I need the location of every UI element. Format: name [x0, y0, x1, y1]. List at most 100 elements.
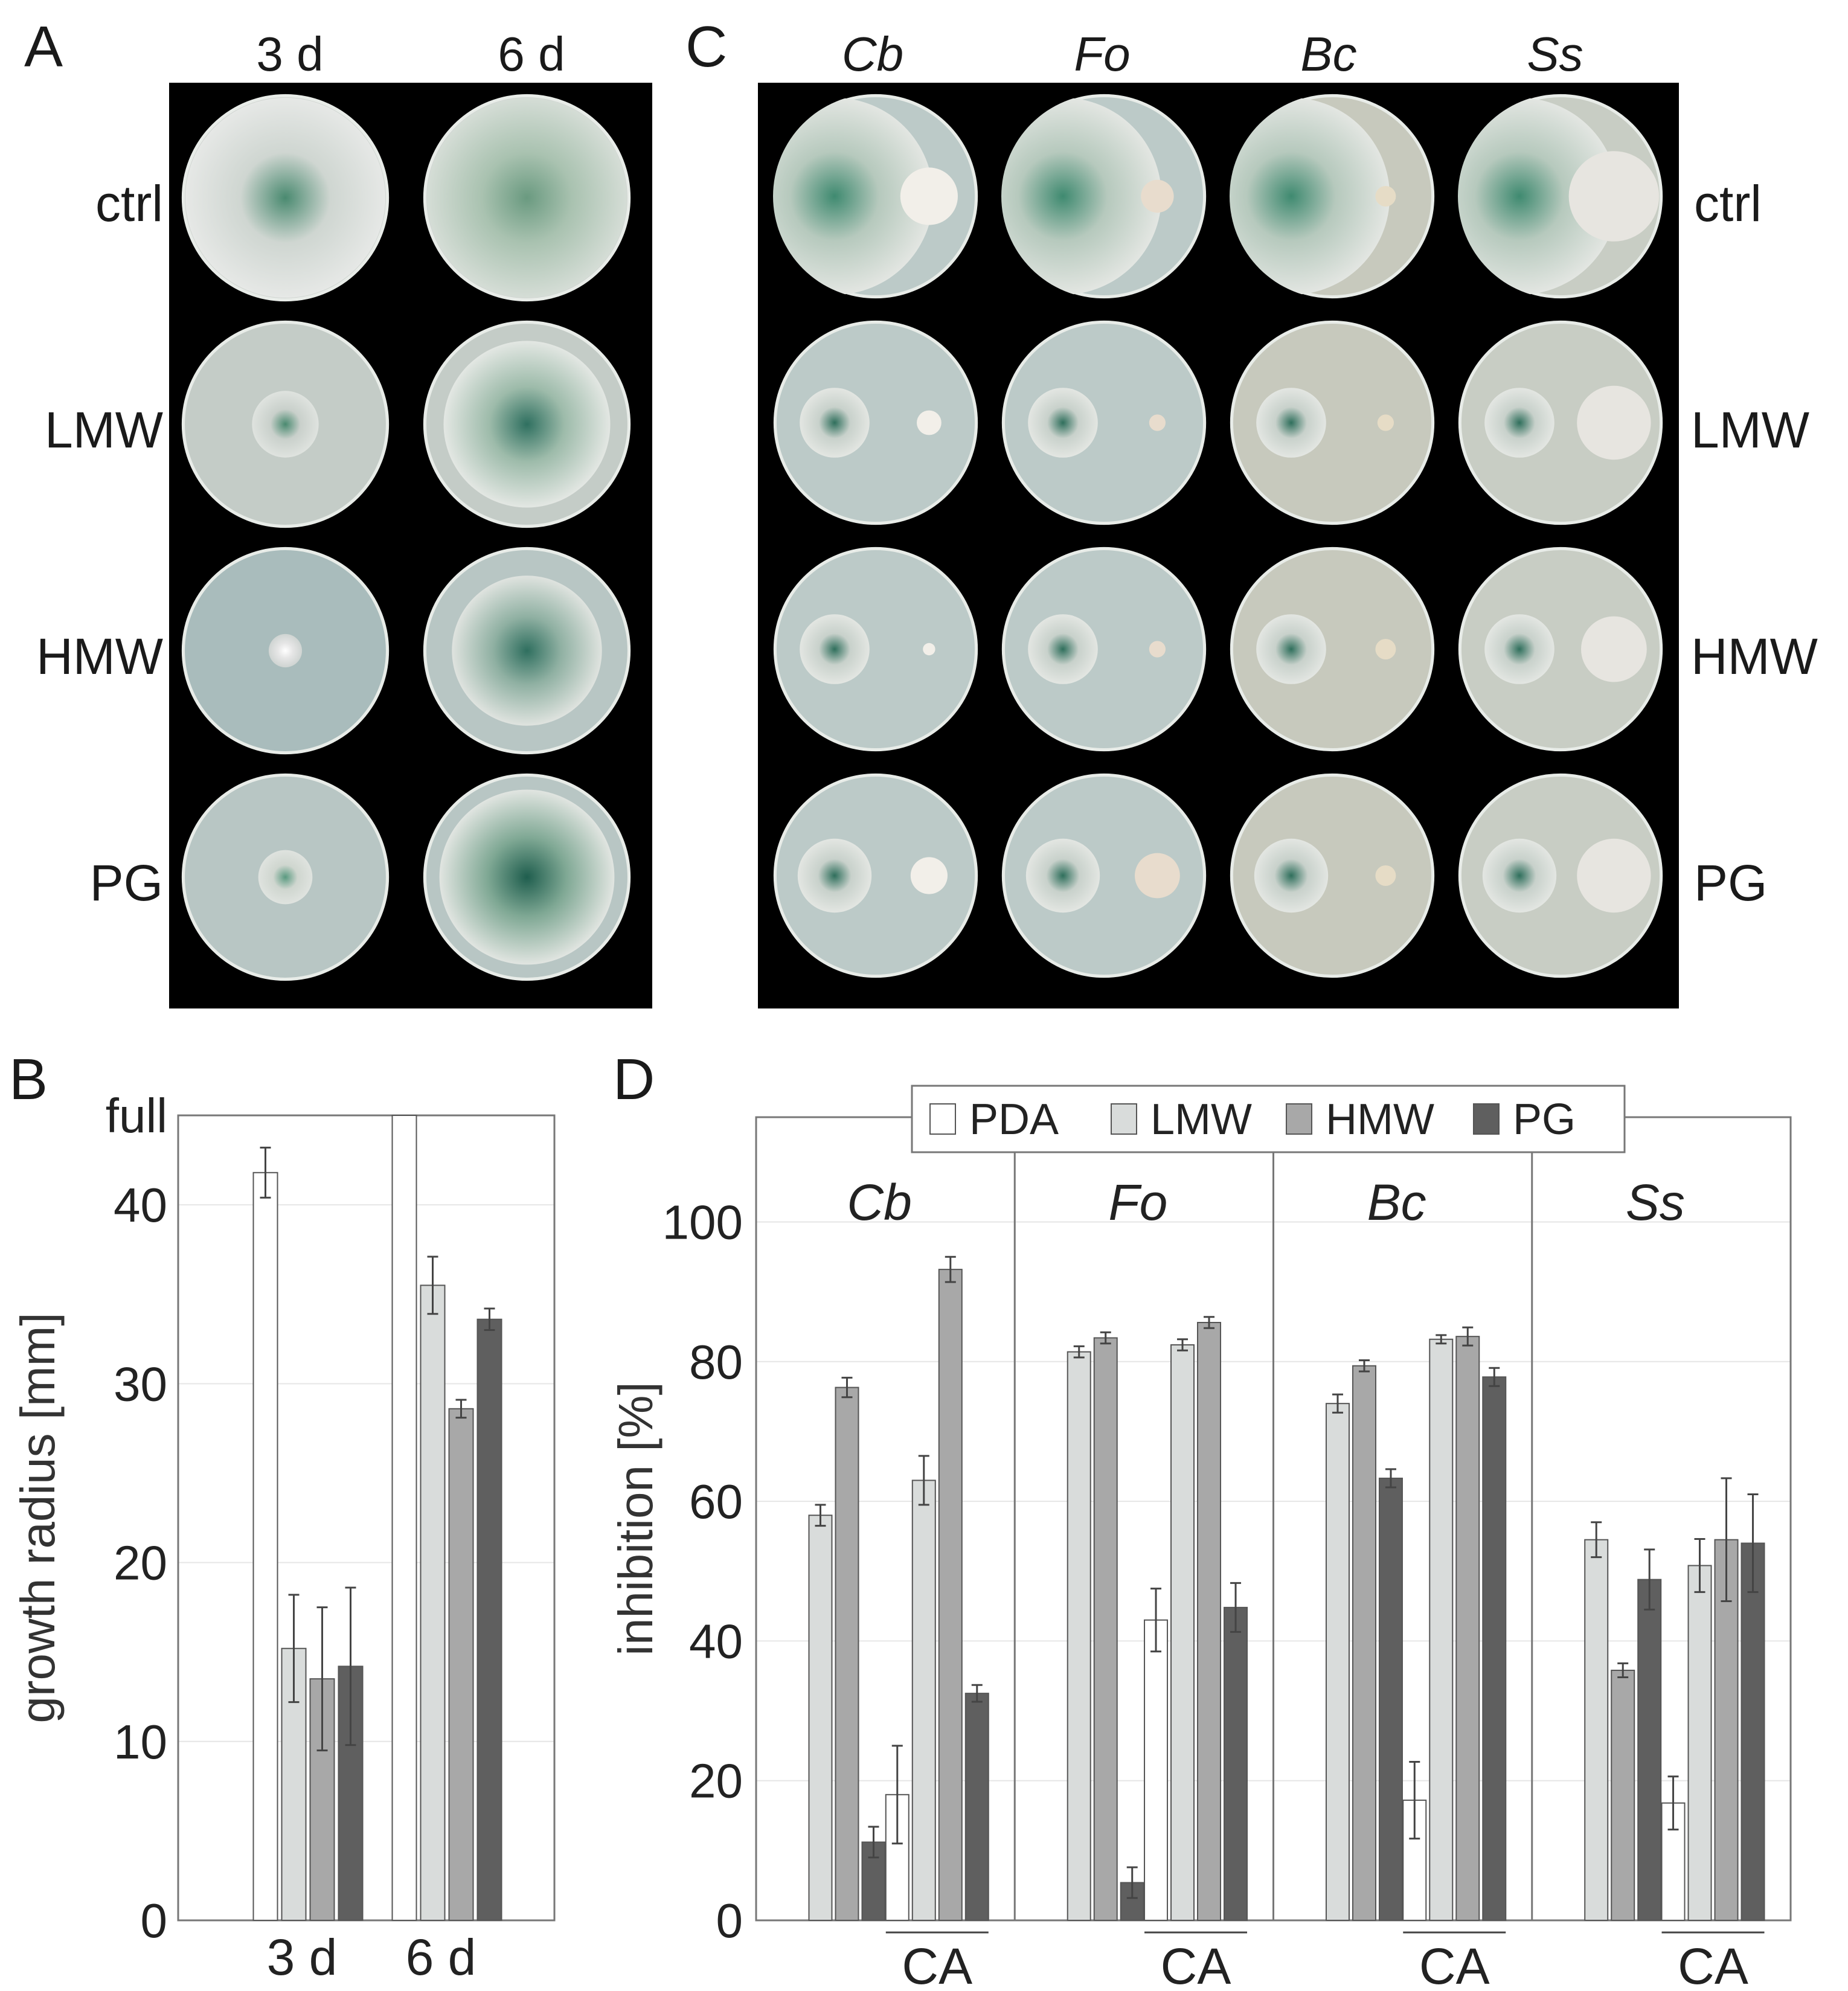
trichoderma-colony — [443, 341, 611, 508]
panel-letter-d: D — [613, 1047, 655, 1112]
plate-c-hmw-fo — [1001, 547, 1207, 752]
petri-dish — [1230, 320, 1435, 525]
ca-label: CA — [1161, 1938, 1231, 1991]
legend-label-PG: PG — [1513, 1095, 1576, 1144]
petri-dish — [1458, 547, 1663, 752]
plate-c-lmw-bc — [1230, 320, 1435, 525]
trichoderma-colony — [1256, 614, 1326, 684]
y-tick-label: 0 — [141, 1894, 168, 1948]
pathogen-colony — [900, 167, 958, 225]
y-tick-label: 60 — [689, 1475, 743, 1528]
bar-6d-HMW — [448, 1408, 474, 1921]
trichoderma-colony — [1025, 838, 1100, 913]
y-tick-label: 40 — [689, 1614, 743, 1668]
trichoderma-colony — [252, 391, 319, 458]
trichoderma-colony — [797, 838, 872, 913]
bar-6d-PDA — [391, 1115, 417, 1921]
ca-label: CA — [902, 1938, 972, 1991]
panel-c-row-lmw: LMW — [1691, 402, 1809, 458]
bar-Ss-CA-PG — [1741, 1542, 1765, 1921]
panel-a-row-lmw: LMW — [45, 402, 163, 458]
plate-c-pg-ss — [1458, 773, 1663, 978]
bar-Ss-HMW — [1611, 1669, 1635, 1921]
bar-Fo-CA-PDA — [1144, 1619, 1169, 1922]
x-group-label: 6 d — [406, 1929, 476, 1986]
trichoderma-colony — [1001, 97, 1162, 295]
bar-Bc-CA-LMW — [1429, 1338, 1454, 1921]
plate-c-pg-fo — [1001, 773, 1207, 978]
ca-label: CA — [1678, 1938, 1748, 1991]
trichoderma-colony — [1028, 388, 1098, 458]
bar-Bc-HMW — [1352, 1365, 1376, 1921]
y-tick-label: 80 — [689, 1335, 743, 1389]
bar-Fo-CA-HMW — [1197, 1322, 1222, 1921]
plate-c-lmw-fo — [1001, 320, 1207, 525]
bar-3d-PDA — [252, 1172, 278, 1921]
legend-swatch-PG — [1473, 1103, 1500, 1135]
plate-c-ctrl-fo — [1001, 94, 1207, 299]
legend-label-HMW: HMW — [1326, 1095, 1434, 1144]
panel-c-row-hmw: HMW — [1691, 628, 1818, 685]
bar-Ss-PG — [1637, 1579, 1662, 1921]
legend-box — [911, 1085, 1626, 1153]
bar-Cb-LMW — [808, 1515, 833, 1921]
bar-6d-PG — [476, 1318, 502, 1921]
panel-a-row-ctrl: ctrl — [95, 175, 163, 232]
panel-a-row-hmw: HMW — [36, 628, 163, 685]
panel-c-col-ss: Ss — [1527, 27, 1583, 81]
plate-a-pg-3d — [181, 773, 390, 981]
bar-Ss-CA-LMW — [1687, 1565, 1712, 1921]
section-label: Bc — [1367, 1174, 1426, 1231]
y-tick-label: 20 — [689, 1754, 743, 1808]
pathogen-colony — [1149, 641, 1166, 658]
panel-a-col-3d: 3 d — [256, 27, 324, 81]
panel-c-col-fo: Fo — [1074, 27, 1131, 81]
bar-Bc-PG — [1378, 1477, 1403, 1921]
plate-a-hmw-6d — [423, 547, 631, 755]
bar-Bc-CA-PG — [1482, 1376, 1507, 1921]
pathogen-colony — [917, 410, 942, 435]
bar-Ss-LMW — [1584, 1539, 1609, 1921]
trichoderma-colony — [1484, 614, 1554, 684]
pathogen-colony — [1135, 853, 1180, 899]
petri-dish — [1001, 547, 1207, 752]
y-tick-label: 40 — [114, 1178, 167, 1232]
panel-c-row-ctrl: ctrl — [1694, 175, 1762, 232]
petri-dish — [1230, 547, 1435, 752]
trichoderma-colony — [1484, 388, 1554, 458]
section-label: Ss — [1626, 1174, 1685, 1231]
trichoderma-colony — [185, 97, 386, 298]
plate-c-hmw-bc — [1230, 547, 1435, 752]
plate-a-ctrl-3d — [181, 94, 390, 302]
ca-label: CA — [1419, 1938, 1490, 1991]
pathogen-colony — [1577, 838, 1651, 913]
petri-dish — [1458, 773, 1663, 978]
pathogen-colony — [923, 643, 935, 656]
trichoderma-colony — [1230, 97, 1390, 295]
pathogen-colony — [910, 857, 948, 894]
trichoderma-colony — [1482, 838, 1557, 913]
panel-letter-b: B — [9, 1047, 48, 1112]
plate-c-hmw-ss — [1458, 547, 1663, 752]
plate-c-ctrl-ss — [1458, 94, 1663, 299]
petri-dish — [773, 547, 978, 752]
plate-a-pg-6d — [423, 773, 631, 981]
section-label: Cb — [847, 1174, 911, 1231]
pathogen-colony — [1377, 414, 1394, 431]
bar-Fo-CA-LMW — [1170, 1344, 1195, 1922]
plate-c-ctrl-cb — [773, 94, 978, 299]
trichoderma-colony — [452, 575, 602, 726]
panel-c-col-cb: Cb — [841, 27, 904, 81]
plate-c-lmw-cb — [773, 320, 978, 525]
petri-dish — [1458, 320, 1663, 525]
panel-c-row-pg: PG — [1694, 854, 1768, 911]
plate-a-hmw-3d — [181, 547, 390, 755]
section-label: Fo — [1108, 1174, 1167, 1231]
petri-dish — [1230, 773, 1435, 978]
trichoderma-colony — [268, 633, 303, 668]
trichoderma-colony — [773, 97, 934, 295]
y-tick-label-full: full — [106, 1089, 167, 1143]
chart-b: 0 10 20 30 40 full growth radius [mm] 3 d 6 d — [11, 1089, 556, 1986]
bar-6d-LMW — [420, 1284, 446, 1921]
y-tick-label: 30 — [114, 1357, 167, 1411]
